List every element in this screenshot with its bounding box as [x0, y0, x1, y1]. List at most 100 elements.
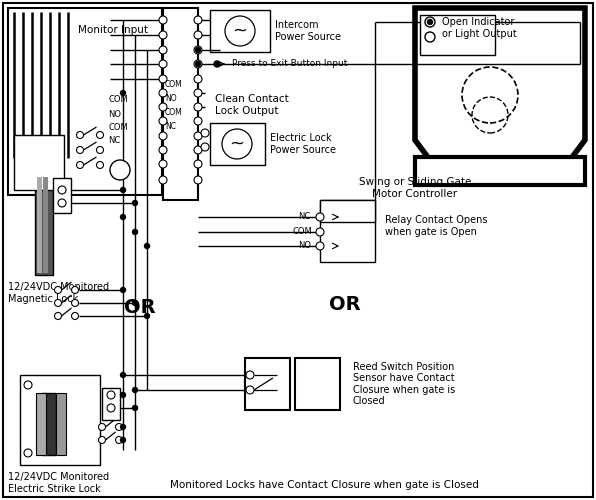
Circle shape [107, 404, 115, 412]
Circle shape [72, 312, 79, 320]
Bar [8, 8, 162, 195]
Text: COM: COM [165, 108, 183, 118]
Circle shape [159, 46, 167, 54]
Text: Clean Contact
Lock Output: Clean Contact Lock Output [215, 94, 288, 116]
Circle shape [120, 424, 126, 430]
Circle shape [316, 242, 324, 250]
Circle shape [194, 146, 202, 154]
Circle shape [120, 214, 126, 220]
Circle shape [54, 312, 61, 320]
Text: Open Indicator
or Light Output: Open Indicator or Light Output [442, 17, 517, 39]
Bar [415, 157, 585, 185]
Text: Reed Switch Position
Sensor have Contact
Closure when gate is
Closed: Reed Switch Position Sensor have Contact… [353, 362, 455, 406]
Text: NC: NC [165, 122, 176, 132]
Circle shape [159, 117, 167, 125]
Bar [163, 8, 198, 200]
Circle shape [159, 132, 167, 140]
Circle shape [144, 314, 150, 318]
Circle shape [316, 228, 324, 236]
Circle shape [97, 132, 104, 138]
Circle shape [72, 300, 79, 306]
Circle shape [120, 392, 126, 398]
Bar [20, 375, 100, 465]
Circle shape [98, 424, 105, 430]
Circle shape [58, 186, 66, 194]
Circle shape [132, 388, 138, 392]
Circle shape [120, 372, 126, 378]
Bar [56, 393, 66, 455]
Text: OR: OR [329, 296, 361, 314]
Circle shape [194, 103, 202, 111]
Circle shape [107, 391, 115, 399]
Circle shape [116, 436, 123, 444]
Circle shape [120, 288, 126, 292]
Text: NO: NO [108, 110, 121, 120]
Bar [210, 10, 270, 52]
Circle shape [76, 132, 83, 138]
Text: COM: COM [108, 124, 128, 132]
Circle shape [246, 371, 254, 379]
Circle shape [159, 89, 167, 97]
Circle shape [194, 176, 202, 184]
Circle shape [120, 188, 126, 192]
Circle shape [159, 31, 167, 39]
Circle shape [120, 438, 126, 442]
Circle shape [120, 90, 126, 96]
Circle shape [159, 60, 167, 68]
Circle shape [159, 146, 167, 154]
Circle shape [214, 61, 220, 67]
Text: NO: NO [165, 94, 176, 104]
Circle shape [194, 89, 202, 97]
Bar [420, 15, 495, 55]
Circle shape [195, 48, 200, 52]
Circle shape [58, 199, 66, 207]
Circle shape [76, 146, 83, 154]
Circle shape [110, 160, 130, 180]
Circle shape [116, 424, 123, 430]
Circle shape [225, 16, 255, 46]
Circle shape [425, 32, 435, 42]
Circle shape [132, 406, 138, 410]
Circle shape [97, 162, 104, 168]
Text: 12/24VDC Monitored
Magnetic Lock: 12/24VDC Monitored Magnetic Lock [8, 282, 109, 304]
Circle shape [97, 146, 104, 154]
Circle shape [195, 62, 200, 66]
Text: COM: COM [108, 96, 128, 104]
Circle shape [132, 200, 138, 205]
Circle shape [72, 286, 79, 294]
Circle shape [201, 143, 209, 151]
Circle shape [316, 213, 324, 221]
Text: Press to Exit Button Input: Press to Exit Button Input [232, 60, 347, 68]
Circle shape [201, 129, 209, 137]
Circle shape [24, 381, 32, 389]
Text: NC: NC [108, 136, 120, 145]
Circle shape [159, 103, 167, 111]
Circle shape [425, 17, 435, 27]
Text: COM: COM [292, 228, 312, 236]
Circle shape [194, 117, 202, 125]
Circle shape [76, 162, 83, 168]
Circle shape [132, 300, 138, 306]
Circle shape [222, 129, 252, 159]
Bar [102, 388, 120, 420]
Bar [320, 200, 375, 222]
Circle shape [194, 31, 202, 39]
Circle shape [427, 20, 433, 24]
Bar [37, 177, 42, 273]
Circle shape [246, 386, 254, 394]
Bar [14, 135, 64, 190]
Bar [53, 178, 71, 213]
Bar [210, 123, 265, 165]
Circle shape [194, 132, 202, 140]
Circle shape [54, 300, 61, 306]
Text: Relay Contact Opens
when gate is Open: Relay Contact Opens when gate is Open [385, 215, 488, 237]
Text: NO: NO [298, 242, 311, 250]
Circle shape [159, 16, 167, 24]
Circle shape [98, 436, 105, 444]
Circle shape [194, 60, 202, 68]
Circle shape [194, 160, 202, 168]
Polygon shape [415, 8, 585, 160]
Text: Monitor Input: Monitor Input [78, 25, 148, 35]
Text: ~: ~ [229, 135, 244, 153]
Bar [42, 393, 56, 455]
